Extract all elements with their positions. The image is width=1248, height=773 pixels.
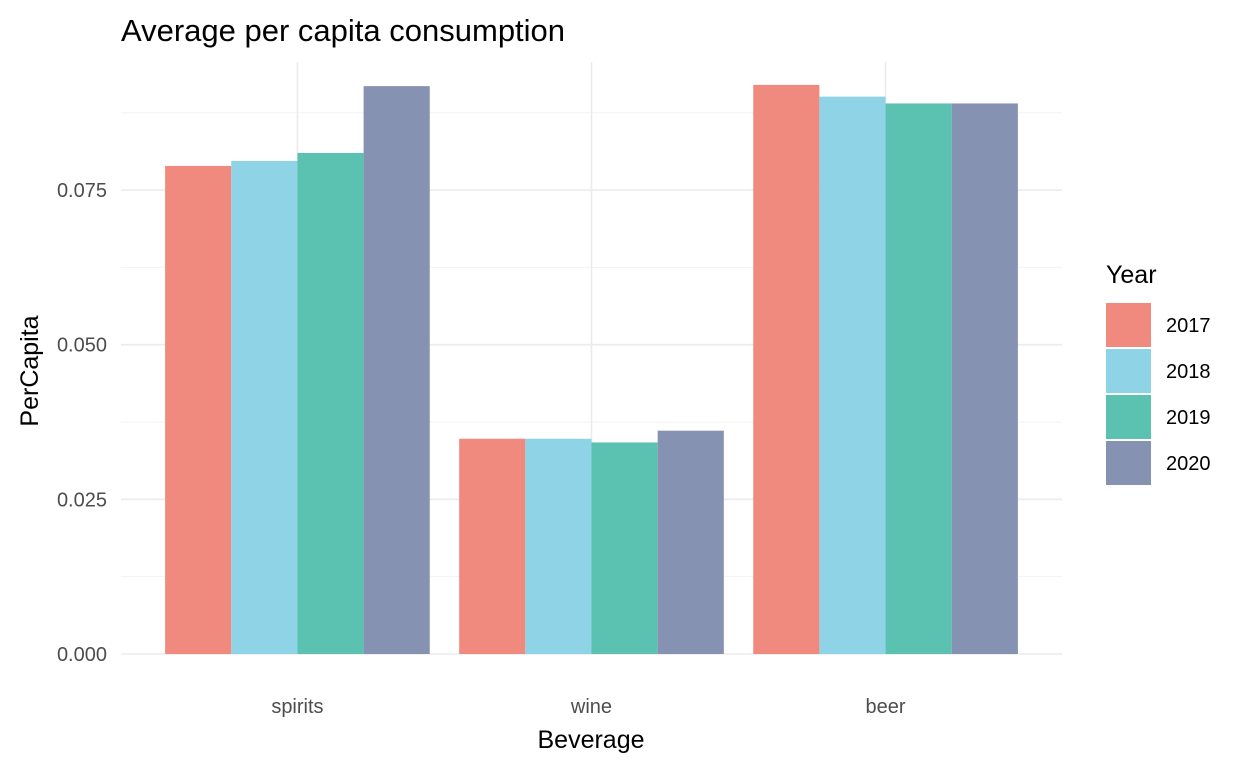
x-tick-label-beer: beer bbox=[866, 696, 906, 718]
legend-key-2018 bbox=[1106, 349, 1151, 393]
x-axis-title: Beverage bbox=[537, 726, 644, 754]
axes: 0.000 0.025 0.050 0.075 spirits wine beer bbox=[57, 180, 906, 718]
legend-key-2017 bbox=[1106, 303, 1151, 347]
bar-spirits-2019 bbox=[297, 152, 364, 654]
legend-label-2020: 2020 bbox=[1166, 453, 1211, 475]
bar-spirits-2018 bbox=[231, 160, 298, 655]
bar-beer-2019 bbox=[885, 103, 952, 655]
chart-title: Average per capita consumption bbox=[121, 13, 565, 48]
bar-beer-2020 bbox=[951, 103, 1018, 655]
legend-label-2019: 2019 bbox=[1166, 407, 1211, 429]
legend-title: Year bbox=[1106, 261, 1157, 289]
bar-wine-2017 bbox=[459, 438, 526, 654]
legend-key-2020 bbox=[1106, 441, 1151, 485]
bar-spirits-2020 bbox=[363, 86, 430, 655]
y-tick-label: 0.050 bbox=[57, 335, 107, 357]
bar-spirits-2017 bbox=[165, 165, 232, 655]
y-tick-label: 0.075 bbox=[57, 180, 107, 202]
y-tick-label: 0.025 bbox=[57, 489, 107, 511]
x-tick-label-spirits: spirits bbox=[271, 696, 323, 718]
legend-key-2019 bbox=[1106, 395, 1151, 439]
bars bbox=[165, 84, 1018, 655]
y-axis-title: PerCapita bbox=[16, 315, 44, 426]
bar-beer-2017 bbox=[753, 84, 820, 655]
bar-beer-2018 bbox=[819, 96, 886, 654]
legend: Year 2017 2018 2019 2020 bbox=[1106, 261, 1211, 485]
y-tick-label: 0.000 bbox=[57, 644, 107, 666]
bar-wine-2020 bbox=[657, 430, 724, 654]
legend-label-2017: 2017 bbox=[1166, 315, 1211, 337]
bar-wine-2018 bbox=[525, 438, 592, 654]
bar-wine-2019 bbox=[591, 442, 658, 654]
x-tick-label-wine: wine bbox=[570, 696, 612, 718]
legend-label-2018: 2018 bbox=[1166, 361, 1211, 383]
